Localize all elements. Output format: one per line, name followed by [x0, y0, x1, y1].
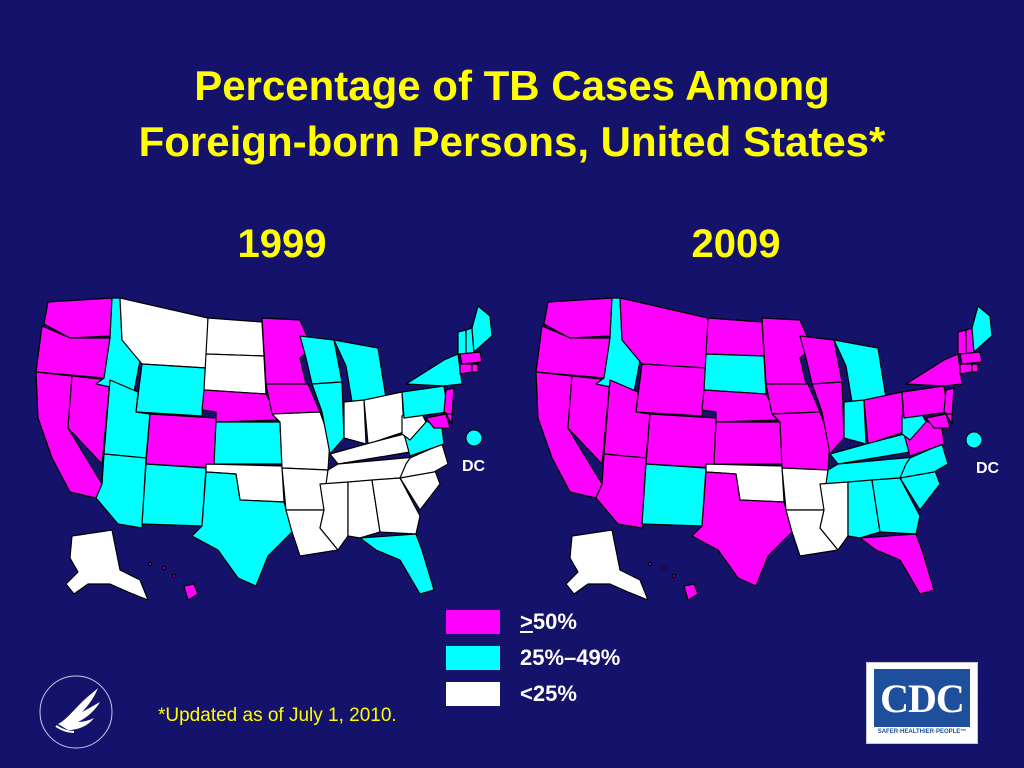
year-1999-label: 1999 [237, 222, 327, 266]
legend-label-low: <25% [520, 681, 577, 706]
state-me [971, 305, 993, 353]
legend-swatch-low [446, 682, 500, 706]
state-vt [457, 329, 467, 355]
state-ga [371, 477, 421, 535]
year-2009-label: 2009 [691, 222, 781, 266]
cdc-logo: CDC SAFER·HEALTHIER·PEOPLE™ [866, 662, 978, 744]
state-in [843, 399, 867, 445]
state-ri [971, 363, 979, 373]
title-line-1: Percentage of TB Cases Among [194, 62, 830, 109]
dc-label-2009: DC [976, 460, 1000, 477]
state-ks [713, 421, 783, 465]
dc-label-1999: DC [462, 458, 486, 475]
state-de [445, 413, 453, 425]
state-md [925, 413, 951, 429]
cdc-logo-text: CDC [880, 675, 965, 721]
footnote: *Updated as of July 1, 2010. [158, 705, 397, 726]
state-al [847, 479, 881, 539]
state-nv [567, 375, 611, 465]
state-ct [959, 363, 973, 375]
legend-swatch-high [446, 610, 500, 634]
state-me [471, 305, 493, 353]
state-vt [957, 329, 967, 355]
dc-marker-1999 [465, 429, 483, 447]
state-ga [871, 477, 921, 535]
state-ks [213, 421, 283, 465]
state-tx [191, 471, 293, 587]
state-nm [141, 463, 207, 527]
state-md [425, 413, 451, 429]
state-nj [443, 387, 455, 417]
legend-item-low: <25% [446, 676, 620, 712]
legend-value-high: 50% [532, 609, 577, 634]
cdc-logo-box: CDC [874, 669, 970, 727]
state-ny [405, 353, 463, 387]
state-nv [67, 375, 111, 465]
state-sd [703, 353, 767, 395]
hhs-eagle-seal-icon [39, 675, 113, 749]
state-nj [943, 387, 955, 417]
state-ia [265, 383, 321, 415]
state-tx [691, 471, 793, 587]
state-wy [635, 363, 707, 417]
state-ri [471, 363, 479, 373]
state-in [343, 399, 367, 445]
state-fl [359, 533, 435, 595]
state-ct [459, 363, 473, 375]
state-hi [683, 583, 699, 601]
cdc-tagline: SAFER·HEALTHIER·PEOPLE™ [877, 729, 967, 735]
title-line-2: Foreign-born Persons, United States* [138, 118, 886, 165]
legend: >50% 25%–49% <25% [446, 604, 620, 712]
state-sd [203, 353, 267, 395]
state-wy [135, 363, 207, 417]
state-ia [765, 383, 821, 415]
legend-item-mid: 25%–49% [446, 640, 620, 676]
state-hi [183, 583, 199, 601]
state-nd [705, 317, 765, 357]
legend-label-mid: 25%–49% [520, 645, 621, 670]
state-az [95, 453, 147, 529]
state-wa [543, 297, 613, 339]
map-1999 [35, 297, 493, 601]
state-co [645, 413, 717, 469]
state-ma [459, 351, 483, 365]
state-nd [205, 317, 265, 357]
state-nm [641, 463, 707, 527]
state-ny [905, 353, 963, 387]
state-ma [959, 351, 983, 365]
state-az [595, 453, 647, 529]
dc-marker-2009 [965, 431, 983, 449]
slide-title: Percentage of TB Cases Among Foreign-bor… [0, 58, 1024, 170]
state-pa [401, 385, 449, 419]
legend-swatch-mid [446, 646, 500, 670]
state-ak [565, 529, 649, 601]
state-co [145, 413, 217, 469]
legend-prefix-high: > [520, 609, 533, 634]
state-fl [859, 533, 935, 595]
legend-label-high: >50% [520, 609, 577, 635]
legend-item-high: >50% [446, 604, 620, 640]
state-il [811, 381, 845, 455]
map-2009 [535, 297, 993, 601]
state-wa [43, 297, 113, 339]
state-ak [65, 529, 149, 601]
state-pa [901, 385, 949, 419]
state-al [347, 479, 381, 539]
state-il [311, 381, 345, 455]
state-de [945, 413, 953, 425]
